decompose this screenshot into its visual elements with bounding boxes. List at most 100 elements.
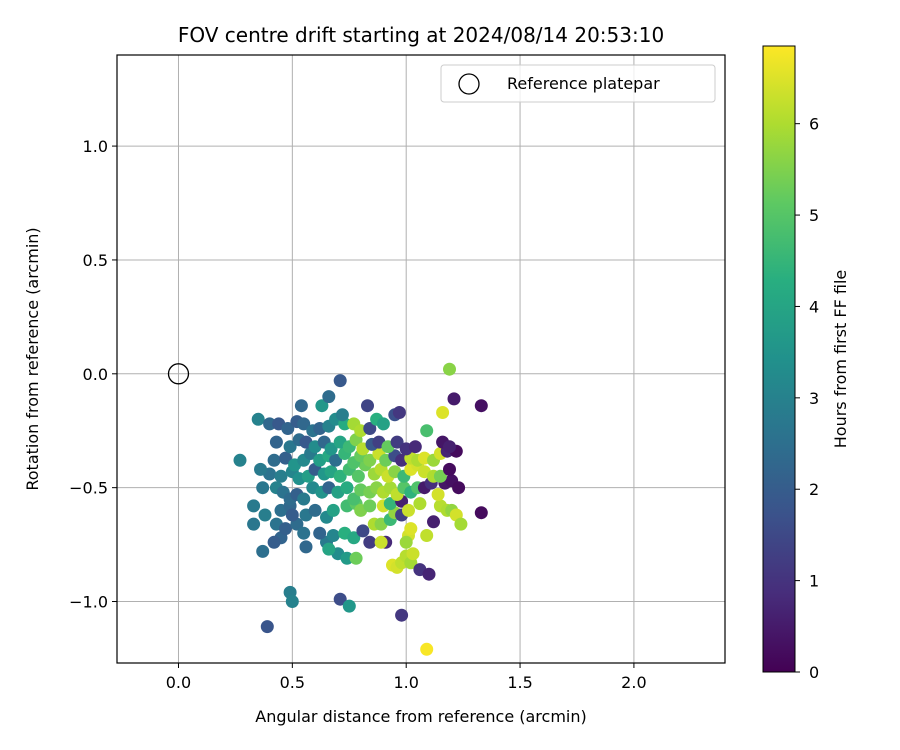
scatter-point (351, 469, 365, 483)
y-tick-label: −1.0 (69, 593, 108, 612)
scatter-point (436, 406, 450, 419)
scatter-point (279, 451, 292, 465)
scatter-point (285, 595, 299, 608)
scatter-point (408, 440, 422, 454)
x-axis-label: Angular distance from reference (arcmin) (255, 707, 586, 726)
y-axis-ticks: −1.0 −0.5 0.0 0.5 1.0 (69, 137, 117, 612)
scatter-point (329, 453, 343, 467)
scatter-point (443, 462, 456, 476)
scatter-point (342, 599, 356, 613)
scatter-point (392, 406, 406, 419)
colorbar-tick-label: 3 (809, 389, 819, 408)
scatter-point (297, 417, 311, 431)
scatter-point (374, 535, 388, 549)
scatter-point (299, 540, 313, 554)
scatter-point (363, 422, 377, 435)
scatter-point (431, 488, 445, 501)
x-tick-label: 2.0 (621, 673, 646, 692)
colorbar: 0 1 2 3 4 5 6 Hours from first FF file (762, 45, 850, 682)
legend-label: Reference platepar (507, 74, 660, 93)
x-axis-ticks: 0.0 0.5 1.0 1.5 2.0 (166, 663, 647, 692)
scatter-point (315, 399, 329, 413)
scatter-point (274, 469, 288, 483)
x-tick-label: 1.0 (393, 673, 418, 692)
scatter-point (247, 517, 261, 531)
scatter-point (443, 362, 456, 376)
scatter-point (399, 535, 413, 549)
x-tick-label: 0.5 (280, 673, 305, 692)
scatter-point (247, 499, 261, 513)
scatter-point (326, 529, 340, 542)
scatter-point (251, 412, 265, 426)
scatter-point (335, 408, 349, 422)
scatter-point (420, 424, 434, 438)
colorbar-ticks: 0 1 2 3 4 5 6 (795, 115, 819, 682)
scatter-point (233, 453, 247, 467)
scatter-point (390, 435, 404, 449)
scatter-point (349, 551, 363, 565)
scatter-point (258, 508, 272, 522)
y-tick-label: 0.5 (83, 251, 108, 270)
colorbar-label: Hours from first FF file (831, 270, 850, 449)
colorbar-tick-label: 6 (809, 115, 819, 134)
scatter-point (422, 567, 436, 581)
y-tick-label: −0.5 (69, 479, 108, 498)
scatter-point (333, 374, 347, 388)
scatter-point (347, 492, 361, 506)
colorbar-tick-label: 2 (809, 480, 819, 499)
scatter-point (297, 526, 311, 540)
y-axis-label: Rotation from reference (arcmin) (23, 227, 42, 490)
scatter-point (474, 399, 488, 413)
data-points (233, 362, 488, 656)
scatter-point (363, 453, 377, 467)
colorbar-tick-label: 0 (809, 663, 819, 682)
scatter-point (413, 497, 427, 511)
scatter-point (376, 417, 390, 431)
scatter-point (333, 469, 347, 483)
colorbar-gradient (762, 45, 796, 673)
scatter-point (256, 544, 270, 558)
scatter-point (361, 399, 374, 413)
scatter-point (474, 506, 488, 520)
scatter-point (420, 642, 434, 656)
chart-title: FOV centre drift starting at 2024/08/14 … (178, 23, 664, 47)
scatter-point (420, 529, 434, 542)
y-tick-label: 0.0 (83, 365, 108, 384)
plot-area (117, 55, 725, 663)
y-tick-label: 1.0 (83, 137, 108, 156)
scatter-point (356, 524, 370, 538)
scatter-point (267, 535, 281, 549)
scatter-point (363, 535, 377, 549)
scatter-point (452, 481, 466, 495)
scatter-point (256, 481, 270, 495)
legend-marker-circle-icon (458, 73, 480, 95)
scatter-point (285, 508, 299, 522)
colorbar-tick-label: 4 (809, 297, 819, 316)
scatter-point (281, 422, 295, 435)
plot-frame (116, 54, 726, 664)
scatter-point (279, 522, 292, 536)
scatter-point (254, 462, 267, 476)
scatter-point (269, 435, 283, 449)
scatter-point (404, 522, 418, 536)
scatter-point (313, 526, 327, 540)
x-tick-label: 1.5 (507, 673, 532, 692)
scatter-point (443, 440, 456, 454)
colorbar-tick-label: 1 (809, 572, 819, 591)
scatter-point (340, 481, 354, 495)
scatter-point (322, 542, 336, 556)
scatter-point (433, 469, 447, 483)
scatter-point (447, 392, 461, 406)
legend-box (440, 64, 716, 103)
scatter-point (308, 503, 322, 517)
scatter-point (347, 531, 361, 545)
scatter-point (322, 390, 336, 404)
scatter-point (340, 551, 354, 565)
colorbar-tick-label: 5 (809, 206, 819, 225)
legend: Reference platepar (440, 64, 716, 103)
scatter-point (263, 417, 277, 431)
scatter-point (406, 547, 420, 561)
scatter-point (383, 497, 397, 511)
scatter-point (324, 442, 338, 456)
